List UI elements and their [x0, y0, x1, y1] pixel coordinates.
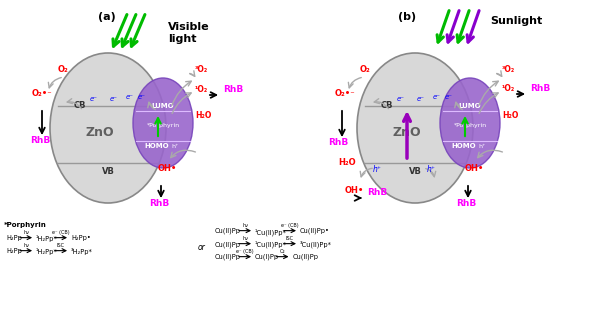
Text: O₂•⁻: O₂•⁻: [32, 89, 52, 98]
Text: RhB: RhB: [367, 188, 387, 197]
Ellipse shape: [440, 78, 500, 168]
Text: Cu(II)Pp: Cu(II)Pp: [215, 228, 241, 235]
Text: OH•: OH•: [345, 186, 364, 195]
Text: hν: hν: [242, 236, 248, 241]
Text: Cu(II)Pp: Cu(II)Pp: [215, 254, 241, 261]
Text: CB: CB: [74, 101, 86, 111]
Text: ISC: ISC: [57, 243, 65, 248]
Text: RhB: RhB: [456, 199, 476, 208]
Text: ³O₂: ³O₂: [195, 65, 208, 74]
Text: OH•: OH•: [465, 164, 484, 173]
Text: O₂•⁻: O₂•⁻: [335, 89, 356, 98]
Text: H₂O: H₂O: [195, 111, 211, 120]
Text: e⁻: e⁻: [110, 96, 118, 102]
Text: O₂: O₂: [280, 249, 285, 254]
Text: RhB: RhB: [328, 138, 348, 147]
Text: ¹O₂: ¹O₂: [195, 85, 208, 94]
Text: ZnO: ZnO: [393, 126, 421, 139]
Text: e⁻: e⁻: [126, 94, 134, 100]
Ellipse shape: [50, 53, 166, 203]
Text: h⁺: h⁺: [171, 144, 178, 148]
Text: HOMO: HOMO: [145, 143, 169, 149]
Text: e⁻: e⁻: [90, 96, 98, 102]
Text: or: or: [198, 243, 206, 252]
Text: Cu(II)Pp: Cu(II)Pp: [292, 254, 319, 261]
Text: hν: hν: [23, 243, 29, 248]
Text: h⁺: h⁺: [427, 165, 436, 174]
Text: e⁻: e⁻: [417, 96, 425, 102]
Text: OH•: OH•: [158, 164, 177, 173]
Text: *Porphyrin: *Porphyrin: [454, 124, 487, 128]
Text: e⁻ (CB): e⁻ (CB): [281, 223, 299, 228]
Text: ¹O₂: ¹O₂: [502, 84, 515, 93]
Text: H₂O: H₂O: [502, 111, 518, 120]
Text: Sunlight: Sunlight: [490, 16, 542, 26]
Text: VB: VB: [102, 167, 114, 177]
Text: O₂: O₂: [58, 65, 69, 74]
Text: e⁻ (CB): e⁻ (CB): [236, 249, 254, 254]
Text: LUMO: LUMO: [459, 103, 481, 109]
Text: h⁺: h⁺: [479, 144, 485, 148]
Text: ³Cu(II)Pp*: ³Cu(II)Pp*: [300, 241, 332, 249]
Text: H₂Pp: H₂Pp: [6, 235, 22, 241]
Text: e⁻: e⁻: [138, 94, 146, 100]
Text: (b): (b): [398, 12, 416, 22]
Text: HOMO: HOMO: [452, 143, 476, 149]
Text: RhB: RhB: [149, 199, 169, 208]
Text: H₂Pp: H₂Pp: [6, 248, 22, 254]
Text: Cu(II)Pp: Cu(II)Pp: [215, 241, 241, 248]
Text: ISC: ISC: [286, 236, 294, 241]
Text: CB: CB: [381, 101, 393, 111]
Text: ¹H₂Pp*: ¹H₂Pp*: [36, 235, 58, 242]
Text: ¹H₂Pp*: ¹H₂Pp*: [36, 248, 58, 255]
Text: hν: hν: [242, 223, 248, 228]
Text: LUMO: LUMO: [152, 103, 174, 109]
Text: ZnO: ZnO: [86, 126, 114, 139]
Text: Visible
light: Visible light: [168, 22, 209, 44]
Text: (a): (a): [98, 12, 116, 22]
Text: ³H₂Pp*: ³H₂Pp*: [71, 248, 93, 255]
Text: hν: hν: [23, 230, 29, 235]
Text: ¹Cu(II)Pp*: ¹Cu(II)Pp*: [255, 241, 287, 249]
Text: e⁻: e⁻: [397, 96, 405, 102]
Text: Cu(I)Pp: Cu(I)Pp: [255, 254, 279, 261]
Text: ³O₂: ³O₂: [502, 65, 515, 74]
Text: e⁻ (CB): e⁻ (CB): [52, 230, 70, 235]
Text: RhB: RhB: [223, 85, 243, 94]
Text: RhB: RhB: [30, 136, 51, 145]
Text: *Porphyrin: *Porphyrin: [4, 222, 47, 228]
Text: *Porphyrin: *Porphyrin: [146, 124, 180, 128]
Text: H₂O: H₂O: [338, 158, 356, 167]
Text: VB: VB: [409, 167, 421, 177]
Text: e⁻: e⁻: [433, 94, 441, 100]
Text: O₂: O₂: [360, 65, 371, 74]
Text: h⁺: h⁺: [373, 165, 382, 174]
Text: ¹Cu(II)Pp*: ¹Cu(II)Pp*: [255, 228, 287, 236]
Text: H₂Pp•: H₂Pp•: [71, 235, 91, 241]
Text: e⁻: e⁻: [445, 94, 453, 100]
Ellipse shape: [357, 53, 473, 203]
Ellipse shape: [133, 78, 193, 168]
Text: Cu(II)Pp•: Cu(II)Pp•: [300, 228, 330, 235]
Text: RhB: RhB: [530, 84, 551, 93]
